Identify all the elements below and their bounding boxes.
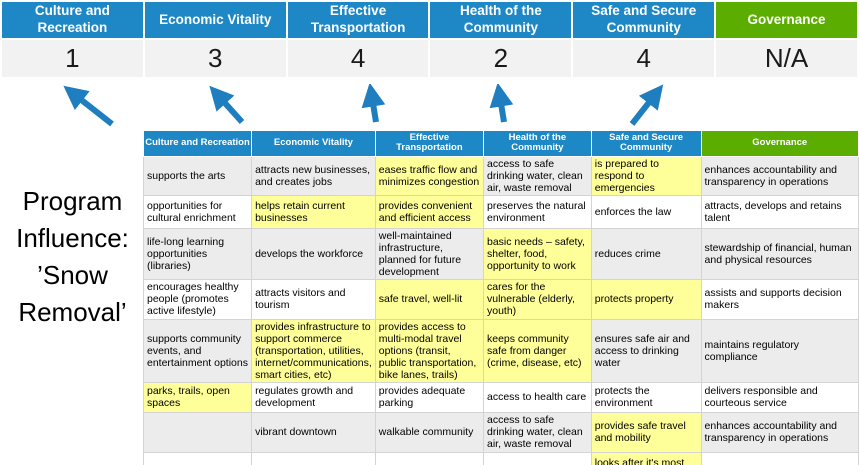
priority-score-effective-transportation: 4 (287, 40, 429, 77)
matrix-cell (142, 451, 253, 465)
priority-score-economic-vitality: 3 (144, 40, 286, 77)
matrix-cell: well-maintained infrastructure, planned … (374, 228, 485, 281)
matrix-body: supports the arts attracts new businesses… (142, 155, 859, 465)
matrix-cell: attracts new businesses, and creates job… (251, 155, 376, 197)
matrix-row-1: supports the arts attracts new businesses… (142, 155, 859, 197)
matrix-row-8: looks after it's most vulnerable (142, 451, 859, 465)
priority-header-governance: Governance (716, 2, 857, 38)
matrix-header-health-of-the-community: Health of the Community (483, 130, 592, 157)
matrix-header-row: Culture and Recreation Economic Vitality E… (142, 130, 859, 157)
matrix-cell: encourages healthy people (promotes acti… (142, 279, 253, 320)
influence-arrow-safe-and-secure-community (629, 84, 664, 126)
matrix-cell: assists and supports decision makers (700, 279, 859, 320)
matrix-cell: access to safe drinking water, clean air… (483, 411, 592, 453)
matrix-cell (142, 411, 253, 453)
matrix-cell: supports the arts (142, 155, 253, 197)
matrix-cell-highlighted: parks, trails, open spaces (142, 381, 253, 413)
priority-score-health-of-the-community: 2 (430, 40, 572, 77)
matrix-cell: protects the environment (590, 381, 702, 413)
matrix-cell (483, 451, 592, 465)
scoreboard-header-row: Culture and Recreation Economic Vitality E… (2, 2, 857, 38)
priority-header-effective-transportation: Effective Transportation (287, 2, 429, 38)
matrix-row-4: encourages healthy people (promotes acti… (142, 279, 859, 320)
matrix-cell: enforces the law (590, 195, 702, 230)
matrix-cell-highlighted: cares for the vulnerable (elderly, youth… (483, 279, 592, 320)
matrix-header-governance: Governance (700, 130, 859, 157)
matrix-cell: delivers responsible and courteous servi… (700, 381, 859, 413)
matrix-cell: maintains regulatory compliance (700, 318, 859, 383)
matrix-cell-highlighted: protects property (590, 279, 702, 320)
matrix-cell: develops the workforce (251, 228, 376, 281)
matrix-cell-highlighted: keeps community safe from danger (crime,… (483, 318, 592, 383)
matrix-cell-highlighted: basic needs – safety, shelter, food, opp… (483, 228, 592, 281)
priority-header-health-of-the-community: Health of the Community (430, 2, 572, 38)
influence-arrow-effective-transportation (361, 84, 386, 123)
matrix-cell-highlighted: safe travel, well-lit (374, 279, 485, 320)
matrix-cell: access to safe drinking water, clean air… (483, 155, 592, 197)
matrix-cell: ensures safe air and access to drinking … (590, 318, 702, 383)
priority-header-safe-and-secure-community: Safe and Secure Community (573, 2, 715, 38)
matrix-cell-highlighted: eases traffic flow and minimizes congest… (374, 155, 485, 197)
matrix-cell: provides adequate parking (374, 381, 485, 413)
matrix-row-2: opportunities for cultural enrichment hel… (142, 195, 859, 230)
matrix-cell: stewardship of financial, human and phys… (700, 228, 859, 281)
scoreboard-score-row: 1 3 4 2 4 N/A (2, 40, 857, 77)
influence-arrow-economic-vitality (209, 85, 245, 125)
priority-matrix-table: Culture and Recreation Economic Vitality E… (142, 130, 859, 465)
priority-header-economic-vitality: Economic Vitality (144, 2, 286, 38)
matrix-row-5: supports community events, and entertain… (142, 318, 859, 383)
matrix-cell: enhances accountability and transparency… (700, 155, 859, 197)
matrix-header-effective-transportation: Effective Transportation (374, 130, 485, 157)
priority-score-culture-and-recreation: 1 (2, 40, 143, 77)
matrix-header-economic-vitality: Economic Vitality (251, 130, 376, 157)
influence-arrow-culture-and-recreation (63, 85, 114, 127)
priority-score-governance: N/A (716, 40, 857, 77)
matrix-row-3: life-long learning opportunities (librar… (142, 228, 859, 281)
matrix-cell-highlighted: provides access to multi-modal travel op… (374, 318, 485, 383)
matrix-header-culture-and-recreation: Culture and Recreation (142, 130, 253, 157)
priority-header-culture-and-recreation: Culture and Recreation (2, 2, 143, 38)
matrix-cell-highlighted: looks after it's most vulnerable (590, 451, 702, 465)
matrix-cell: attracts visitors and tourism (251, 279, 376, 320)
matrix-row-7: vibrant downtown walkable community access… (142, 411, 859, 453)
matrix-cell: attracts, develops and retains talent (700, 195, 859, 230)
matrix-cell: supports community events, and entertain… (142, 318, 253, 383)
program-influence-label: Program Influence: ’Snow Removal’ (16, 186, 129, 327)
scoreboard: Culture and Recreation Economic Vitality E… (2, 2, 857, 77)
priority-score-safe-and-secure-community: 4 (573, 40, 715, 77)
matrix-cell-highlighted: is prepared to respond to emergencies (590, 155, 702, 197)
matrix-cell: regulates growth and development (251, 381, 376, 413)
influence-arrow-health-of-the-community (489, 84, 514, 123)
matrix-cell: opportunities for cultural enrichment (142, 195, 253, 230)
matrix-cell: walkable community (374, 411, 485, 453)
matrix-cell (251, 451, 376, 465)
matrix-cell: vibrant downtown (251, 411, 376, 453)
matrix-cell (700, 451, 859, 465)
matrix-cell: enhances accountability and transparency… (700, 411, 859, 453)
matrix-cell (374, 451, 485, 465)
matrix-cell: reduces crime (590, 228, 702, 281)
matrix-cell-highlighted: helps retain current businesses (251, 195, 376, 230)
matrix-cell: preserves the natural environment (483, 195, 592, 230)
matrix-cell-highlighted: provides convenient and efficient access (374, 195, 485, 230)
matrix-cell: life-long learning opportunities (librar… (142, 228, 253, 281)
matrix-header-safe-and-secure-community: Safe and Secure Community (590, 130, 702, 157)
matrix-cell: access to health care (483, 381, 592, 413)
matrix-row-6: parks, trails, open spaces regulates grow… (142, 381, 859, 413)
matrix-cell-highlighted: provides safe travel and mobility (590, 411, 702, 453)
matrix-cell-highlighted: provides infrastructure to support comme… (251, 318, 376, 383)
influence-arrows (63, 84, 664, 127)
